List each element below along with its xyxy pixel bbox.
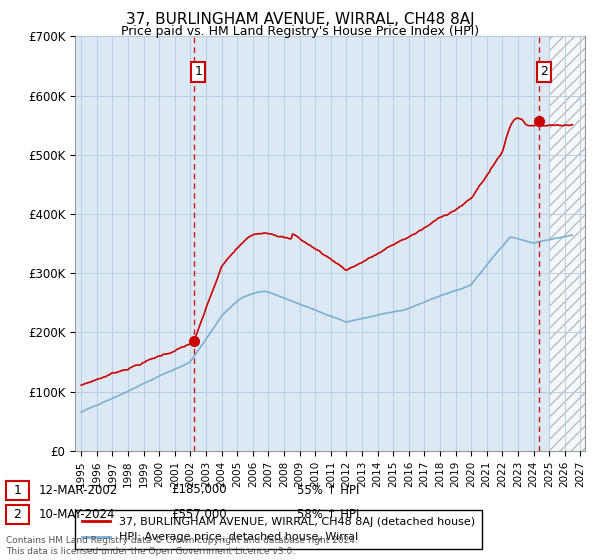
Text: 12-MAR-2002: 12-MAR-2002: [39, 483, 118, 497]
Text: 37, BURLINGHAM AVENUE, WIRRAL, CH48 8AJ: 37, BURLINGHAM AVENUE, WIRRAL, CH48 8AJ: [125, 12, 475, 27]
Text: 58% ↑ HPI: 58% ↑ HPI: [297, 507, 359, 521]
Bar: [549, 36, 585, 451]
Text: 2: 2: [13, 507, 22, 521]
Text: 2: 2: [540, 66, 548, 78]
Text: Price paid vs. HM Land Registry's House Price Index (HPI): Price paid vs. HM Land Registry's House …: [121, 25, 479, 38]
Text: 10-MAY-2024: 10-MAY-2024: [39, 507, 115, 521]
Legend: 37, BURLINGHAM AVENUE, WIRRAL, CH48 8AJ (detached house), HPI: Average price, de: 37, BURLINGHAM AVENUE, WIRRAL, CH48 8AJ …: [76, 510, 482, 549]
Text: £557,000: £557,000: [171, 507, 227, 521]
Text: 1: 1: [194, 66, 202, 78]
Text: Contains HM Land Registry data © Crown copyright and database right 2024.
This d: Contains HM Land Registry data © Crown c…: [6, 536, 358, 556]
Bar: [549, 36, 585, 451]
Text: 1: 1: [13, 483, 22, 497]
Text: £185,000: £185,000: [171, 483, 227, 497]
Text: 55% ↑ HPI: 55% ↑ HPI: [297, 483, 359, 497]
